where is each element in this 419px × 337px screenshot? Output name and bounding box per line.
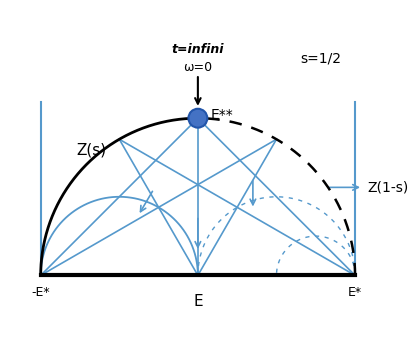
Text: -E*: -E*	[31, 286, 50, 299]
Text: s=1/2: s=1/2	[300, 52, 341, 65]
Text: t=infini: t=infini	[172, 42, 224, 56]
Text: ω=0: ω=0	[184, 61, 212, 74]
Text: E*: E*	[348, 286, 362, 299]
Text: E**: E**	[210, 108, 233, 122]
Text: E: E	[193, 294, 203, 309]
Text: Z(1-s): Z(1-s)	[367, 180, 409, 194]
Text: Z(s): Z(s)	[76, 142, 106, 157]
Circle shape	[189, 109, 207, 128]
